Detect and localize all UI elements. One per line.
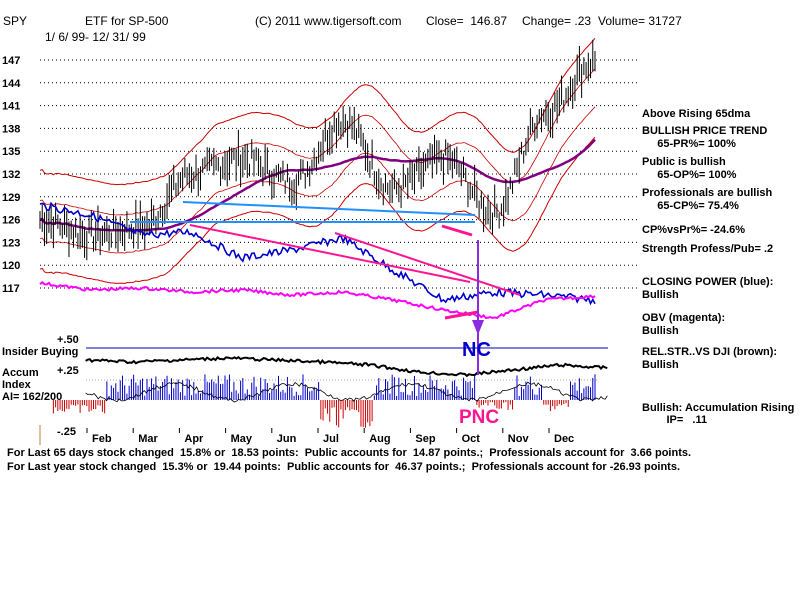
x-month-label: Oct [462,433,481,445]
plus25-label: +.25 [57,365,79,377]
side-panel-line: Bullish [642,359,679,371]
date-range: 1/ 6/ 99- 12/ 31/ 99 [45,30,146,44]
side-panel-line: CLOSING POWER (blue): [642,276,774,288]
header-change: Change= .23 [522,14,592,28]
side-panel-line: Above Rising 65dma [642,108,751,120]
chart-annotations: NC PNC [459,240,499,428]
y-tick-label: 141 [2,101,20,113]
trend-arrow-obv [444,310,479,320]
header-copyright: (C) 2011 www.tigersoft.com [255,14,402,28]
x-month-label: Nov [508,433,530,445]
x-month-label: Jul [323,433,339,445]
header-volume: Volume= 31727 [598,14,682,28]
grid-lines [40,59,640,289]
side-panel-line: IP= .11 [642,414,708,426]
obv-line [39,280,596,320]
side-panel-line: REL.STR..VS DJI (brown): [642,346,778,358]
x-month-label: Mar [138,433,158,445]
support-line-upper [182,201,476,216]
side-panel-line: 65-PR%= 100% [642,138,736,150]
side-panel-line: CP%vsPr%= -24.6% [642,224,746,236]
minus25-label: -.25 [57,426,76,438]
y-tick-label: 126 [2,215,20,227]
closing-power-line [39,201,596,306]
y-tick-labels: 147 144 141 138 135 132 129 126 123 120 117 [2,55,21,295]
inner-upper-band [39,68,596,216]
y-tick-label: 135 [2,146,20,158]
x-month-label: Jun [277,433,297,445]
x-month-label: Dec [554,433,574,445]
footer-line-2: For Last year stock changed 15.3% or 19.… [7,461,681,473]
x-month-label: Aug [369,433,390,445]
upper-band [39,38,596,186]
side-panel-line: Strength Profess/Pub= .2 [642,243,774,255]
x-month-labels: Feb Mar Apr May Jun Jul Aug Sep Oct Nov Dec [39,425,574,445]
x-month-label: May [231,433,253,445]
price-bands [39,38,596,285]
y-tick-label: 138 [2,123,20,135]
side-panel-line: Bullish [642,325,679,337]
x-month-label: Apr [184,433,204,445]
x-month-label: Feb [92,433,112,445]
side-panel-line: Bullish [642,289,679,301]
y-tick-label: 147 [2,55,20,67]
side-panel-line: Bullish: Accumulation Rising [642,402,795,414]
plus50-label: +.50 [57,334,79,346]
lower-band [39,136,596,285]
side-panel-line: 65-OP%= 100% [642,169,737,181]
moving-average-65 [39,138,596,232]
side-panel-line: BULLISH PRICE TREND [642,125,768,137]
y-tick-label: 144 [2,78,21,90]
side-panel-line: OBV (magenta): [642,312,726,324]
inner-lower-band [39,106,596,254]
insider-buying-label: Insider Buying [2,346,79,358]
y-tick-label: 117 [2,283,20,295]
accumulation-histogram [52,347,608,428]
nc-label: NC [462,339,491,361]
y-tick-label: 129 [2,192,20,204]
nc-arrow-head [472,320,484,335]
trendline-2 [334,232,521,296]
x-month-label: Sep [415,433,435,445]
side-panel-line: 65-CP%= 75.4% [642,200,739,212]
side-panel-line: Public is bullish [642,156,726,168]
header-close: Close= 146.87 [426,14,508,28]
trend-arrow-price [441,224,473,237]
header-name: ETF for SP-500 [85,14,169,28]
side-panel-line: Professionals are bullish [642,187,773,199]
footer-line-1: For Last 65 days stock changed 15.8% or … [7,447,692,459]
y-tick-label: 132 [2,169,20,181]
accum-ma-line [85,381,608,403]
header-ticker: SPY [3,14,28,28]
accum-index-label: Accum Index AI= 162/200 [2,367,63,403]
y-tick-label: 123 [2,237,20,249]
relative-strength-line [85,355,608,378]
pnc-label: PNC [459,407,499,428]
trendline-1 [189,224,471,283]
indicator-lines [39,201,596,320]
price-bars [39,39,596,261]
y-tick-label: 120 [2,260,20,272]
